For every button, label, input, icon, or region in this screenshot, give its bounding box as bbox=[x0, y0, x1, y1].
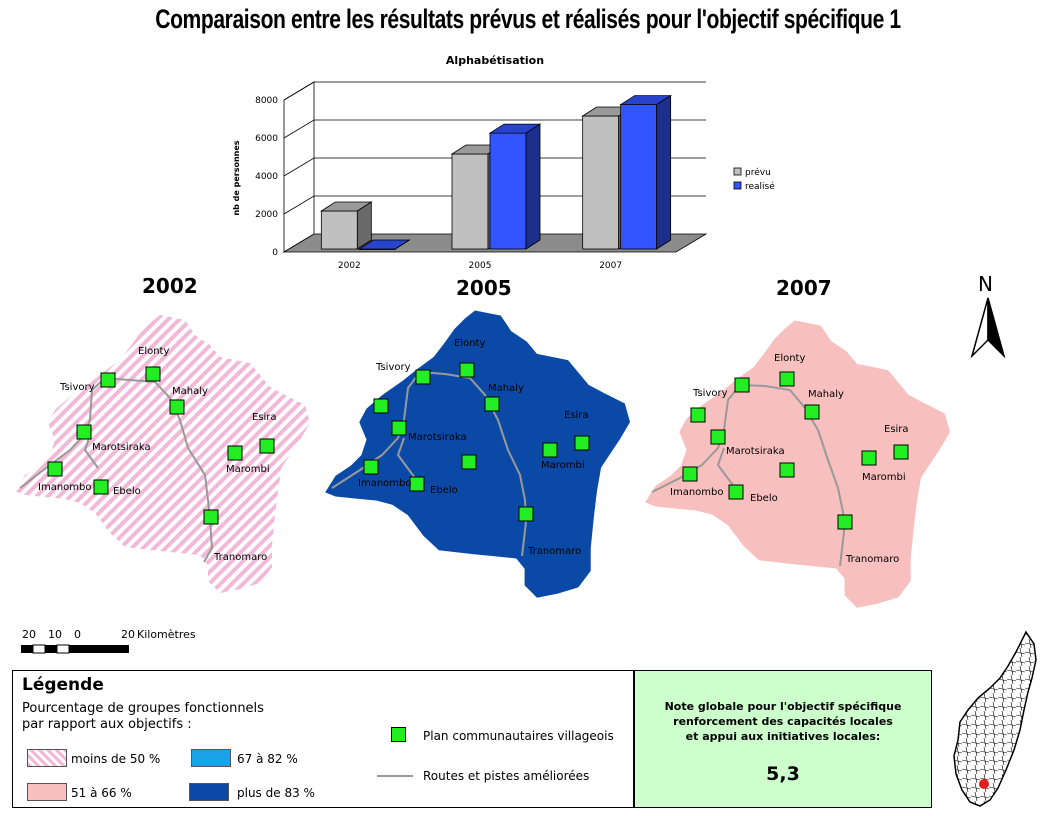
page-title: Comparaison entre les résultats prévus e… bbox=[155, 4, 901, 34]
place-label-imanombo: Imanombo bbox=[38, 482, 92, 493]
y-tick-label: 2000 bbox=[255, 210, 278, 220]
north-arrow-icon bbox=[970, 297, 1006, 359]
map-2007 bbox=[645, 320, 950, 608]
place-label-mahaly: Mahaly bbox=[488, 383, 524, 394]
plan-marker-icon bbox=[391, 727, 406, 742]
legend-road-label: Routes et pistes améliorées bbox=[423, 769, 590, 783]
scale-tick-0: 0 bbox=[74, 628, 81, 641]
place-label-marombi: Marombi bbox=[226, 464, 270, 475]
place-label-tsivory: Tsivory bbox=[376, 362, 411, 373]
legend-label-51-66: 51 à 66 % bbox=[71, 786, 132, 800]
scale-unit: Kilomètres bbox=[137, 628, 196, 641]
place-label-esira: Esira bbox=[252, 412, 277, 423]
place-label-elonty: Elonty bbox=[454, 338, 486, 349]
place-label-ebelo: Ebelo bbox=[113, 486, 141, 497]
legend-title: Légende bbox=[22, 675, 104, 695]
note-value: 5,3 bbox=[766, 763, 800, 785]
y-tick-label: 4000 bbox=[255, 172, 278, 182]
place-label-ebelo: Ebelo bbox=[430, 485, 458, 496]
place-label-ebelo: Ebelo bbox=[750, 493, 778, 504]
place-label-marotsiraka: Marotsiraka bbox=[408, 432, 467, 443]
legend-subtitle-line1: Pourcentage de groupes fonctionnels bbox=[22, 701, 264, 716]
scale-tick-20-right: 20 bbox=[121, 628, 135, 641]
madagascar-inset-map bbox=[953, 630, 1037, 807]
place-label-imanombo: Imanombo bbox=[358, 478, 412, 489]
place-label-imanombo: Imanombo bbox=[670, 487, 724, 498]
place-label-elonty: Elonty bbox=[138, 346, 170, 357]
legend-swatch-prévu bbox=[733, 167, 742, 176]
legend-swatch-realisé bbox=[733, 181, 742, 190]
legend-box: Légende Pourcentage de groupes fonctionn… bbox=[12, 670, 634, 808]
place-label-tranomaro: Tranomaro bbox=[528, 546, 582, 557]
chart-ylabel: nb de personnes bbox=[232, 140, 241, 215]
bar-2002-prévu bbox=[319, 201, 373, 250]
legend-plan-label: Plan communautaires villageois bbox=[423, 729, 614, 743]
map-2002 bbox=[15, 315, 310, 593]
map-2005 bbox=[325, 310, 630, 598]
note-line2: renforcement des capacités locales bbox=[673, 715, 893, 728]
legend-label-lt50: moins de 50 % bbox=[71, 752, 161, 766]
place-label-esira: Esira bbox=[884, 424, 909, 435]
bar-2005-realisé bbox=[488, 123, 542, 250]
scale-tick-20-left: 20 bbox=[22, 628, 36, 641]
place-label-tsivory: Tsivory bbox=[60, 382, 95, 393]
place-label-tsivory: Tsivory bbox=[693, 388, 728, 399]
map-year-2002: 2002 bbox=[142, 274, 198, 298]
legend-label-67-82: 67 à 82 % bbox=[237, 752, 298, 766]
note-box: Note globale pour l'objectif spécifique … bbox=[634, 670, 932, 808]
legend-swatch-lt50 bbox=[27, 749, 67, 767]
chart-gridline bbox=[283, 195, 706, 215]
x-tick-label: 2002 bbox=[338, 261, 361, 271]
scale-tick-10: 10 bbox=[48, 628, 62, 641]
legend-entry: realisé bbox=[745, 181, 775, 192]
bar-2002-realisé bbox=[357, 239, 411, 250]
place-label-marombi: Marombi bbox=[862, 472, 906, 483]
place-label-elonty: Elonty bbox=[774, 353, 806, 364]
bar-2007-realisé bbox=[619, 94, 673, 250]
maps-area bbox=[15, 310, 950, 608]
legend-swatch-67-82 bbox=[191, 749, 231, 767]
x-tick-label: 2005 bbox=[469, 261, 492, 271]
map-year-2005: 2005 bbox=[456, 276, 512, 300]
y-tick-label: 8000 bbox=[255, 96, 278, 106]
legend-swatch-gt83 bbox=[189, 783, 229, 801]
road-line-icon bbox=[377, 775, 413, 777]
place-label-marombi: Marombi bbox=[541, 460, 585, 471]
legend-entry: prévu bbox=[745, 167, 771, 178]
place-label-mahaly: Mahaly bbox=[172, 386, 208, 397]
legend-swatch-51-66 bbox=[27, 783, 67, 801]
chart-gridline bbox=[283, 157, 706, 177]
y-tick-label: 6000 bbox=[255, 134, 278, 144]
legend-subtitle-line2: par rapport aux objectifs : bbox=[22, 717, 192, 732]
place-label-tranomaro: Tranomaro bbox=[846, 554, 900, 565]
location-marker-icon bbox=[979, 779, 989, 789]
y-tick-label: 0 bbox=[272, 248, 278, 258]
chart-gridline bbox=[283, 119, 706, 139]
x-tick-label: 2007 bbox=[599, 261, 622, 271]
place-label-marotsiraka: Marotsiraka bbox=[92, 442, 151, 453]
place-label-tranomaro: Tranomaro bbox=[214, 552, 268, 563]
bar-chart: Alphabétisation nb de personnes 0 2000 400… bbox=[232, 54, 775, 271]
place-label-esira: Esira bbox=[564, 410, 589, 421]
chart-title: Alphabétisation bbox=[446, 54, 544, 67]
map-year-2007: 2007 bbox=[776, 276, 832, 300]
place-label-mahaly: Mahaly bbox=[808, 389, 844, 400]
legend-label-gt83: plus de 83 % bbox=[237, 786, 315, 800]
chart-gridline bbox=[283, 81, 706, 101]
scale-bar: 20 10 0 20 Kilomètres bbox=[20, 628, 220, 658]
note-line3: et appui aux initiatives locales: bbox=[685, 730, 881, 743]
note-line1: Note globale pour l'objectif spécifique bbox=[664, 700, 902, 713]
place-label-marotsiraka: Marotsiraka bbox=[726, 446, 785, 457]
north-label: N bbox=[978, 272, 993, 296]
bar-2007-prévu bbox=[581, 106, 635, 250]
